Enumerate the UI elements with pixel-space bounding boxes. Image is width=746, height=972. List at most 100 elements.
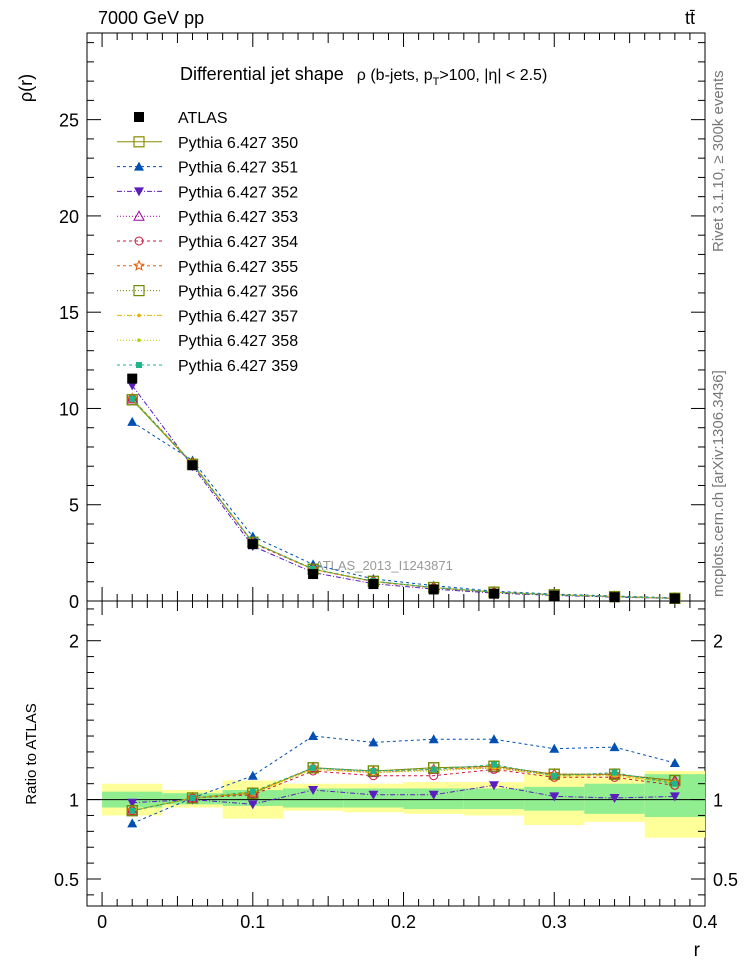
atlas-data-point: [247, 539, 258, 550]
ratio-series-line: [132, 764, 675, 812]
ratio-series-point: [611, 769, 618, 776]
atlas-data-point: [368, 579, 379, 590]
title-main: Differential jet shape: [180, 64, 344, 84]
main-series-line: [131, 398, 675, 599]
legend-label: Pythia 6.427 355: [178, 259, 298, 276]
main-y-tick-label: 25: [59, 111, 79, 131]
legend-label: Pythia 6.427 353: [178, 209, 298, 226]
atlas-data-point: [308, 569, 319, 580]
ratio-series-point: [669, 758, 680, 768]
ratio-series-point: [126, 805, 138, 817]
ratio-series-point: [608, 768, 621, 780]
x-tick-label: 0.4: [692, 912, 717, 932]
atlas-data-point: [187, 460, 198, 471]
legend-label: Pythia 6.427 352: [178, 184, 298, 201]
x-tick-label: 0.1: [240, 912, 265, 932]
legend-marker: [134, 161, 144, 171]
ratio-series-line: [132, 768, 675, 812]
main-y-tick-label: 20: [59, 207, 79, 227]
main-y-tick-label: 0: [69, 592, 79, 612]
main-series-point: [126, 394, 138, 406]
ratio-series-point: [249, 788, 256, 795]
ratio-series-point: [549, 792, 560, 802]
ratio-series-point: [548, 768, 560, 780]
ratio-series-point: [308, 786, 319, 796]
ratio-series-point: [430, 766, 437, 773]
legend-marker: [134, 236, 144, 246]
atlas-data-point: [549, 590, 560, 601]
ratio-y-tick-label-right: 1: [713, 791, 723, 811]
legend: ATLAS Pythia 6.427 350 Pythia 6.427 351 Pyt…: [117, 110, 298, 375]
main-series-point: [310, 565, 317, 572]
main-series-line: [131, 421, 675, 599]
ratio-series-point: [490, 761, 497, 768]
legend-marker: [134, 187, 144, 197]
ratio-series-line: [132, 765, 675, 812]
ratio-series-point: [127, 818, 138, 828]
svg-text:Differential jet shape ρ: Differential jet shape ρ (b-jets, pT>100…: [180, 64, 547, 88]
header-process-label: tt̄: [685, 8, 695, 28]
ratio-series-point: [368, 790, 379, 800]
main-series-layer: [126, 373, 681, 604]
atlas-data-point: [609, 592, 620, 603]
x-axis-label: r: [694, 940, 701, 961]
legend-label: Pythia 6.427 351: [178, 160, 298, 177]
x-tick-label: 0: [97, 912, 107, 932]
ratio-series-point: [308, 731, 319, 741]
ratio-y-tick-label-right: 2: [713, 632, 723, 652]
main-y-axis-label: ρ(r): [16, 74, 36, 102]
ratio-series-layer: [126, 731, 681, 828]
ratio-stat-uncertainty-bin: [463, 788, 525, 810]
ratio-series-point: [609, 742, 620, 752]
ratio-y-axis-label: Ratio to ATLAS: [23, 703, 40, 804]
ratio-series-point: [428, 734, 439, 744]
ratio-series-point: [189, 794, 196, 801]
ratio-series-point: [368, 737, 379, 747]
x-tick-label: 0.3: [542, 912, 567, 932]
atlas-data-point: [488, 588, 499, 599]
ratio-series-point: [129, 807, 136, 814]
header-energy-label: 7000 GeV pp: [98, 8, 204, 28]
atlas-data-point: [669, 593, 680, 604]
legend-marker: [136, 362, 142, 368]
main-axes: 0 5 10 15 20 25: [59, 33, 706, 612]
legend-marker: [134, 112, 144, 122]
ratio-y-tick-label-right: 0.5: [713, 870, 738, 890]
ratio-series-line: [132, 735, 676, 824]
legend-marker: [133, 136, 145, 148]
main-y-tick-label: 5: [69, 496, 79, 516]
legend-marker: [137, 313, 141, 318]
ratio-panel-frame: [86, 600, 706, 907]
ratio-series-point: [488, 760, 500, 772]
ratio-series-point: [549, 743, 560, 753]
atlas-data-point: [428, 584, 439, 595]
ratio-series-point: [247, 800, 258, 810]
title-sub: ρ (b-jets, p: [357, 67, 433, 84]
ratio-y-tick-label: 1: [69, 791, 79, 811]
ratio-series-point: [671, 780, 678, 787]
ratio-series-point: [669, 792, 680, 802]
rivet-version-label: Rivet 3.1.10, ≥ 300k events: [710, 70, 727, 252]
ratio-axes: 0.5 0.5 1 1 2 2 0 0.1 0.2 0.3 0.4: [54, 601, 738, 932]
title-sub-rest: >100, |η| < 2.5): [439, 67, 547, 84]
main-series-line: [131, 385, 675, 599]
ratio-series-point: [428, 762, 440, 774]
main-series-point: [129, 395, 136, 402]
legend-label: Pythia 6.427 358: [178, 333, 298, 350]
legend-label: Pythia 6.427 356: [178, 284, 298, 301]
ratio-series-point: [370, 767, 377, 774]
mcplots-source-label: mcplots.cern.ch [arXiv:1306.3436]: [710, 370, 727, 597]
legend-label: Pythia 6.427 359: [178, 358, 298, 375]
ratio-series-point: [488, 781, 499, 791]
legend-marker: [133, 210, 145, 221]
legend-label: Pythia 6.427 354: [178, 234, 298, 251]
ratio-series-point: [428, 790, 439, 800]
legend-marker: [132, 259, 146, 271]
ratio-series-point: [247, 770, 258, 780]
ratio-y-tick-label: 0.5: [54, 870, 79, 890]
atlas-data-point: [127, 373, 138, 384]
ratio-y-tick-label: 2: [69, 632, 79, 652]
legend-label: Pythia 6.427 350: [178, 135, 298, 152]
main-y-tick-label: 10: [59, 399, 79, 419]
